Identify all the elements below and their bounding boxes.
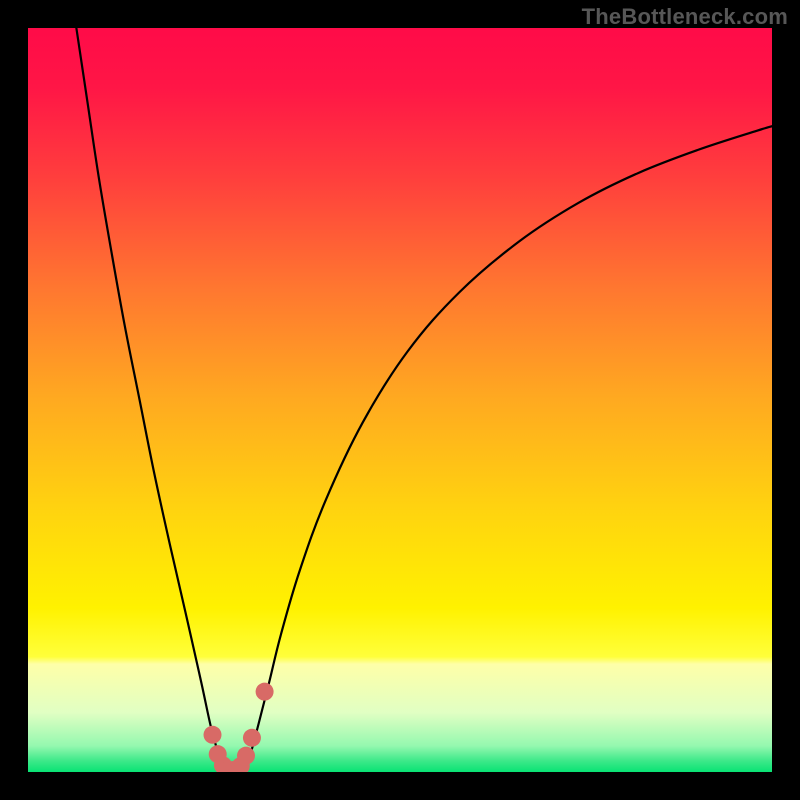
watermark-text: TheBottleneck.com	[582, 4, 788, 30]
marker-point	[237, 747, 255, 765]
plot-svg	[28, 28, 772, 772]
chart-frame: TheBottleneck.com	[0, 0, 800, 800]
plot-area	[28, 28, 772, 772]
marker-point	[204, 726, 222, 744]
marker-point	[243, 729, 261, 747]
marker-point	[256, 683, 274, 701]
